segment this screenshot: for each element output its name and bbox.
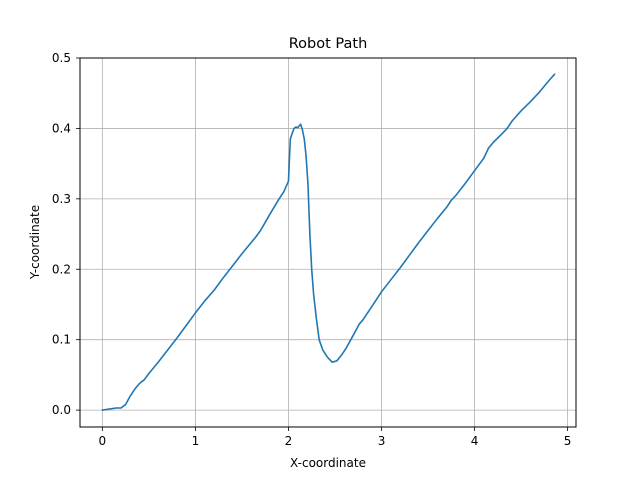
x-axis-label: X-coordinate bbox=[290, 456, 366, 470]
series-line-0 bbox=[101, 73, 556, 411]
x-tick-label: 1 bbox=[192, 434, 200, 448]
plot-frame bbox=[79, 57, 577, 428]
y-tick-label: 0.4 bbox=[52, 121, 71, 135]
chart-title: Robot Path bbox=[289, 36, 368, 52]
y-tick-label: 0.0 bbox=[52, 403, 71, 417]
ticks: 0 1 2 3 4 5 0.0 0.1 0.2 0.3 0.4 0.5 bbox=[52, 51, 572, 448]
x-tick-label: 0 bbox=[99, 434, 107, 448]
y-tick-label: 0.3 bbox=[52, 192, 71, 206]
x-tick-label: 2 bbox=[285, 434, 293, 448]
x-tick-label: 3 bbox=[378, 434, 386, 448]
y-tick-label: 0.1 bbox=[52, 333, 71, 347]
y-tick-label: 0.5 bbox=[52, 51, 71, 65]
series-lines bbox=[101, 73, 556, 411]
y-tick-label: 0.2 bbox=[52, 262, 71, 276]
x-tick-label: 5 bbox=[564, 434, 572, 448]
x-tick-label: 4 bbox=[471, 434, 479, 448]
y-axis-label: Y-coordinate bbox=[28, 205, 42, 280]
